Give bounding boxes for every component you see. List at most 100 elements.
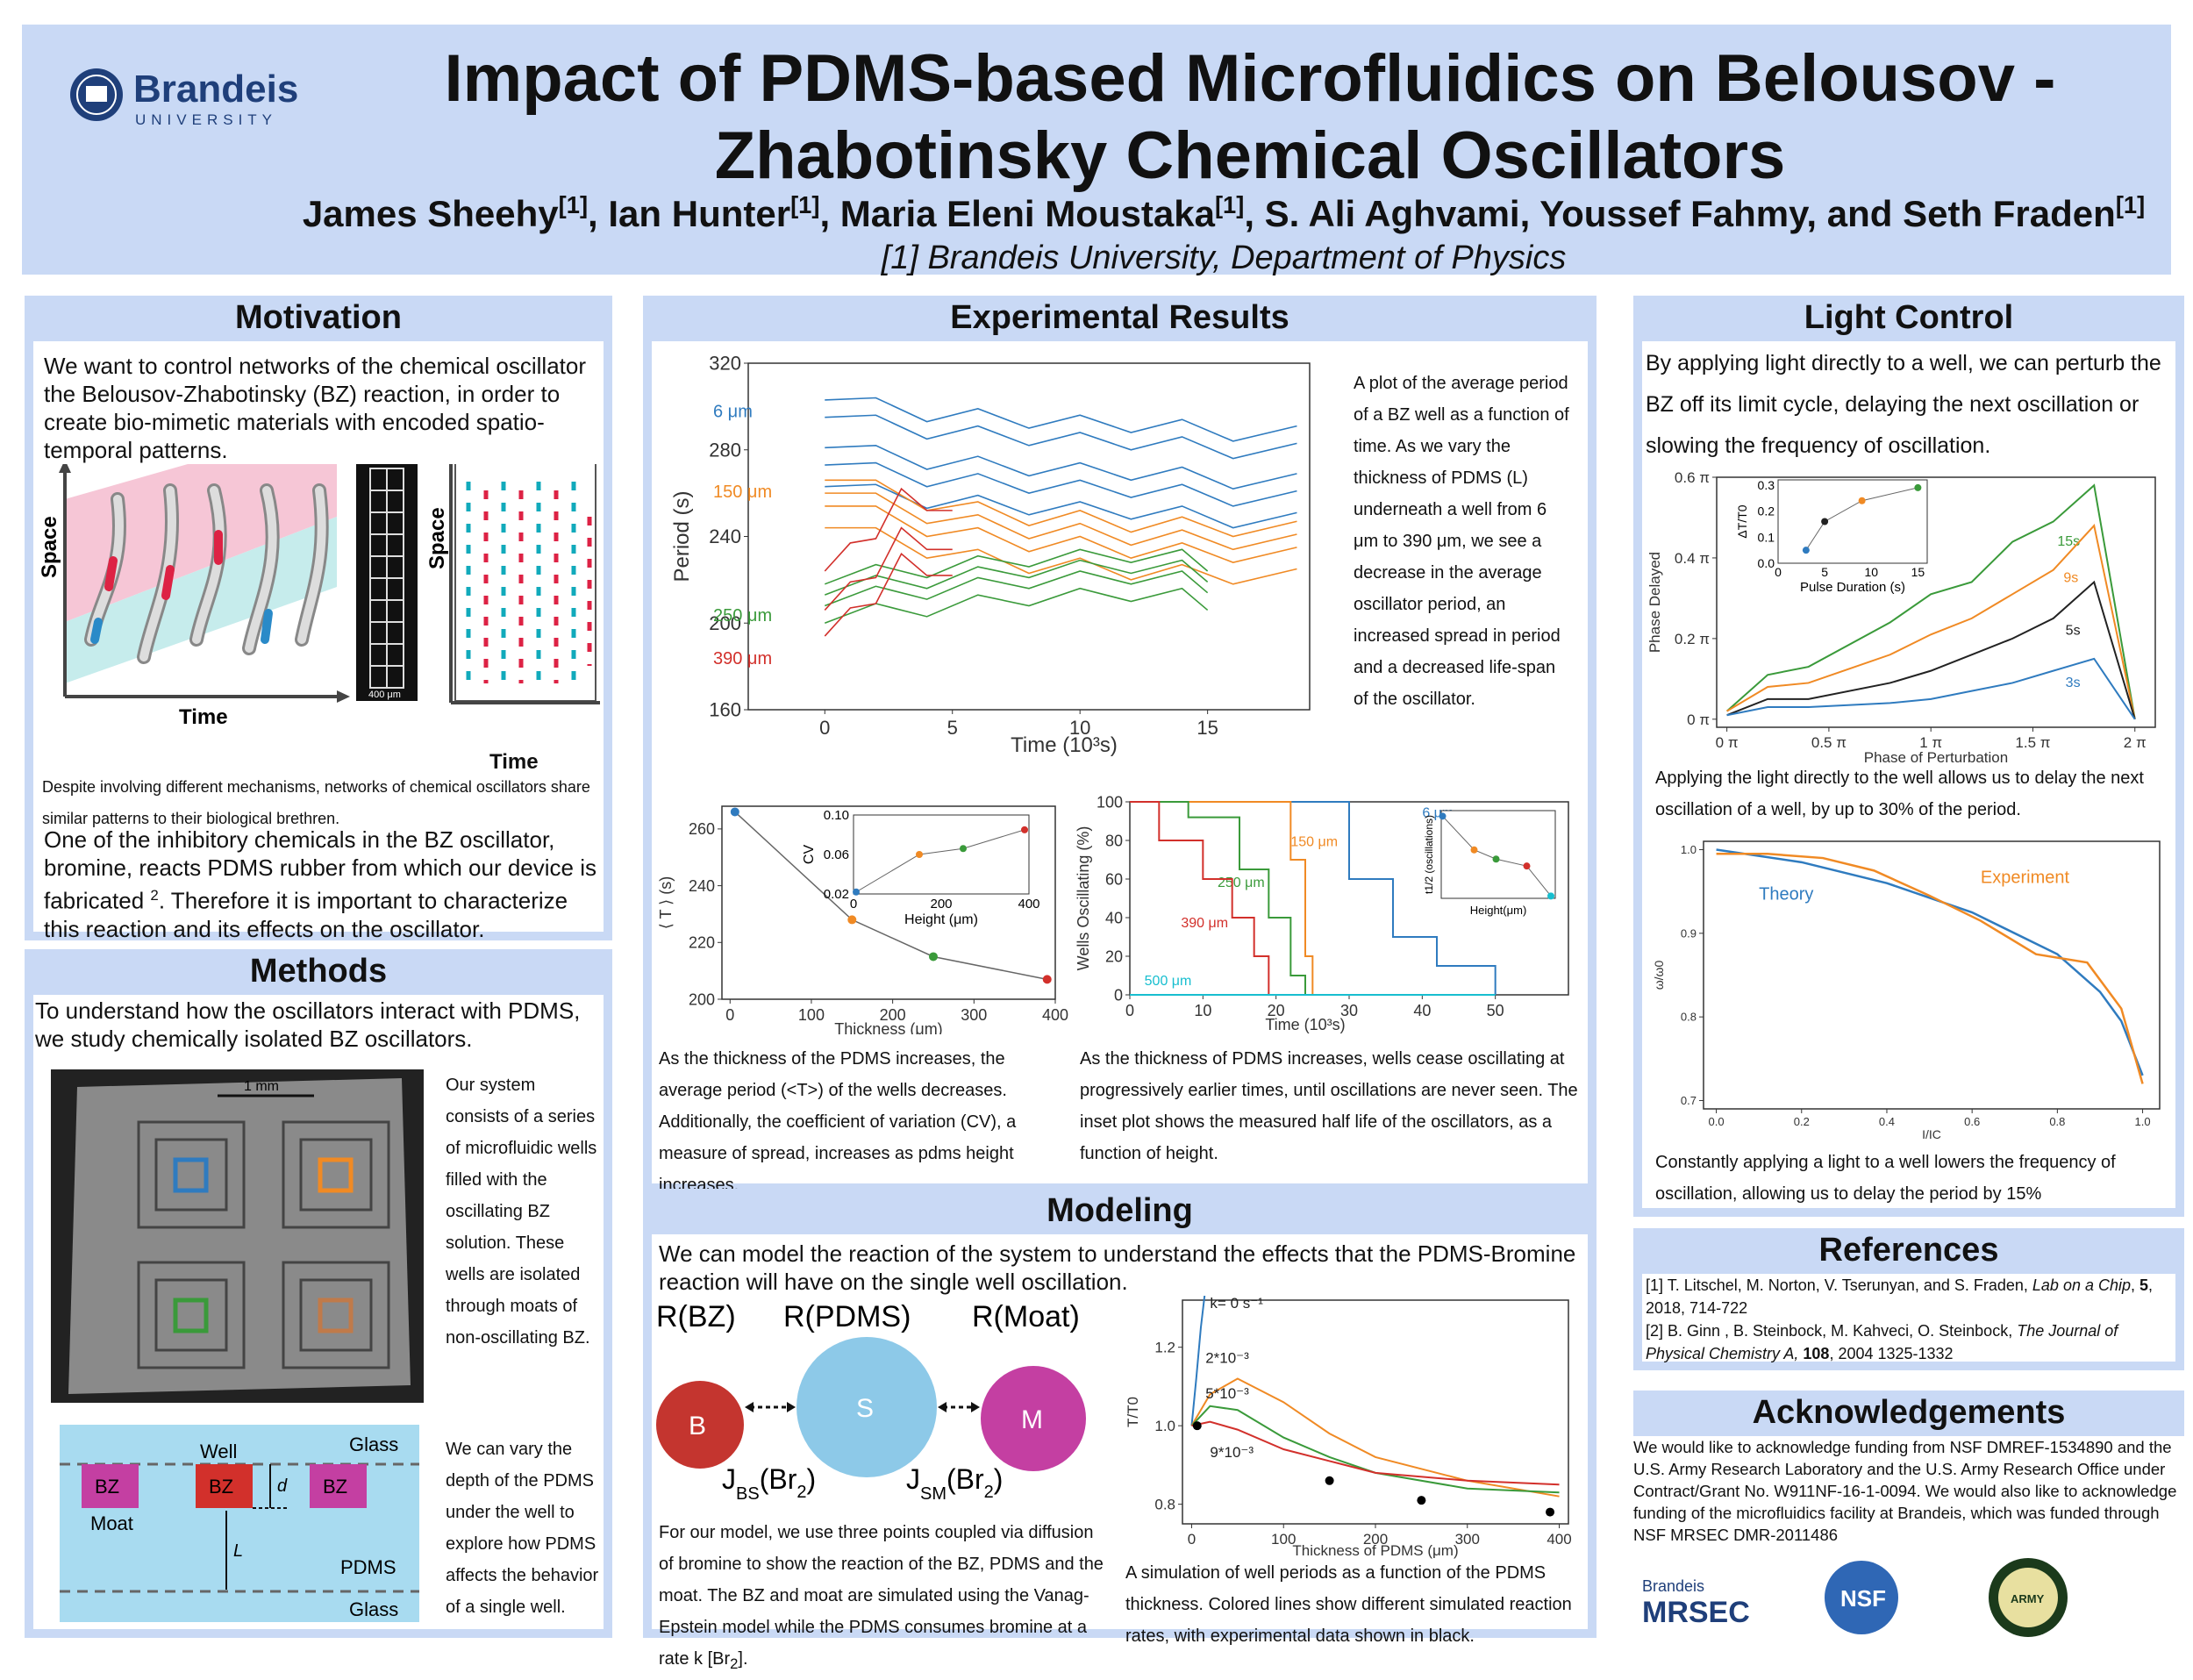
series-step-390 μm — [1130, 801, 1270, 995]
series-line-5*10⁻³ — [1190, 1405, 1560, 1494]
nsf-logo — [1825, 1561, 1898, 1634]
y-tick-label: 0.4 π — [1675, 550, 1710, 567]
bz-right: BZ — [323, 1476, 347, 1498]
x-tick-label: 400 — [1547, 1531, 1571, 1548]
army-label: ARMY — [2011, 1592, 2045, 1605]
legend-theory: Theory — [1759, 885, 1813, 904]
x-tick-label: 1.5 π — [2015, 734, 2050, 751]
y-tick-label: 240 — [709, 525, 741, 547]
results-description: A plot of the average period of a BZ wel… — [1354, 374, 1569, 709]
author-name: James Sheehy — [302, 193, 559, 234]
y-tick-label: 0.7 — [1681, 1094, 1697, 1107]
x-tick-label: 0 — [1188, 1531, 1196, 1548]
inset-point — [1821, 518, 1829, 525]
series-line-3s — [1726, 657, 2136, 720]
x-axis-label: Time (10³s) — [1265, 1016, 1345, 1033]
modeling-intro: We can model the reaction of the system … — [659, 1240, 1576, 1295]
motivation-body: One of the inhibitory chemicals in the B… — [44, 826, 605, 943]
y-tick-label: 200 — [689, 990, 715, 1008]
inset-point — [853, 888, 860, 896]
series-line-150 μm — [825, 492, 1297, 551]
x-tick-label: 0 — [819, 717, 830, 739]
x-tick-label: 1 π — [1919, 734, 1942, 751]
inset-ylabel: ΔT/T0 — [1735, 504, 1749, 538]
x-tick-label: 50 — [1487, 1002, 1504, 1019]
bz-left: BZ — [95, 1476, 119, 1498]
series-line-9s — [1726, 524, 2136, 720]
legend-label: 5s — [2066, 623, 2081, 638]
y-axis-label: Phase Delayed — [1647, 552, 1663, 653]
pattern-marks — [466, 482, 592, 683]
series-line-2*10⁻³ — [1190, 1377, 1560, 1498]
wells — [137, 1120, 390, 1369]
legend-label: 500 μm — [1145, 974, 1192, 989]
ack-panel: Acknowledgements We would like to acknow… — [1633, 1390, 2184, 1638]
series-step-250 μm — [1130, 801, 1306, 995]
node-b-label: B — [689, 1412, 706, 1441]
legend-label: k= 0 s⁻¹ — [1210, 1296, 1263, 1312]
x-tick-label: 200 — [880, 1006, 906, 1024]
r-moat: R(Moat) — [972, 1300, 1080, 1333]
series-line-150 μm — [825, 505, 1297, 563]
x-tick-label: 5 — [947, 717, 958, 739]
inset-point — [1492, 855, 1500, 863]
experiment-point — [1192, 1421, 1202, 1431]
body-text-end: . Therefore it is important to character… — [44, 887, 568, 942]
author-name: S. Ali Aghvami — [1264, 193, 1520, 234]
y-tick-label: 20 — [1105, 947, 1123, 965]
model-diagram: R(BZ) R(PDMS) R(Moat) B S M JBS(Br2) JSM… — [656, 1300, 1086, 1504]
j-sm: JSM(Br2) — [906, 1463, 1003, 1504]
r-pdms: R(PDMS) — [783, 1300, 911, 1333]
y-tick-label: 0.6 π — [1675, 469, 1710, 486]
space-label: Space — [39, 516, 61, 578]
node-s-label: S — [856, 1394, 874, 1423]
space-label-2: Space — [425, 507, 449, 569]
moat-label: Moat — [90, 1512, 133, 1534]
methods-text-1: Our system consists of a series of micro… — [446, 1076, 597, 1348]
y-tick-label: 1.0 — [1681, 843, 1697, 856]
series-line-6 μm — [825, 461, 1297, 507]
x-tick-label: 20 — [1268, 1002, 1285, 1019]
y-tick-label: 160 — [709, 699, 741, 721]
series-line-6 μm — [825, 397, 1297, 442]
series-line-5s — [1726, 580, 2136, 720]
d-label: d — [277, 1476, 288, 1496]
pattern-plot — [454, 464, 596, 702]
motivation-figure: Space Time 400 μm — [39, 464, 600, 727]
chart-phase-delay: 0 π 0.5 π 1 π 1.5 π 2 π 0 π 0.2 π 0.4 π 0.6 π Pha… — [1647, 469, 2156, 762]
inset-y-tick: 0.3 — [1758, 478, 1775, 492]
y-tick-label: 0 — [1114, 986, 1123, 1004]
inset-line — [1805, 487, 1918, 551]
inset-point — [960, 845, 967, 853]
y-tick-label: 200 — [709, 612, 741, 634]
legend-label: 250 μm — [1218, 876, 1265, 890]
x-tick-label: 0.0 — [1709, 1115, 1725, 1128]
mrsec-logo: MRSEC — [1642, 1596, 1750, 1629]
legend-label: 6 μm — [713, 403, 753, 422]
light-panel: Light Control By applying light directly… — [1633, 296, 2184, 1217]
chart-period-vs-time: 0 5 10 15 160 200 240 280 320 Time (10³s) Period (… — [670, 353, 1311, 757]
legend-label: 15s — [2057, 534, 2080, 549]
experiment-point — [1325, 1476, 1334, 1485]
legend-label: 390 μm — [713, 649, 772, 668]
x-tick-label: 10 — [1069, 717, 1090, 739]
inset-y-tick: 0.10 — [824, 808, 849, 823]
x-axis-label: I/IC — [1922, 1127, 1941, 1141]
series-line-250 μm — [824, 587, 1209, 624]
reference-1: [1] T. Litschel, M. Norton, V. Tserunyan… — [1646, 1276, 2154, 1317]
inset-x-tick: 200 — [930, 897, 952, 911]
legend-label: 150 μm — [1290, 835, 1338, 850]
motivation-caption: Despite involving different mechanisms, … — [42, 778, 590, 827]
x-tick-label: 0.8 — [2049, 1115, 2065, 1128]
chart-frequency: 0.0 0.2 0.4 0.6 0.8 1.0 0.7 0.8 0.9 1.0 I/IC ω/ω0 Th… — [1652, 840, 2161, 1141]
modeling-text: For our model, we use three points coupl… — [659, 1517, 1106, 1680]
legend-label: 150 μm — [713, 483, 772, 502]
x-axis-label: Phase of Perturbation — [1864, 749, 2008, 762]
model-sub: 2 — [730, 1655, 739, 1672]
results-caption-2: As the thickness of the PDMS increases, … — [659, 1049, 1017, 1195]
legend-label: 2*10⁻³ — [1205, 1350, 1249, 1367]
inset-line — [855, 829, 1025, 893]
series-line-9*10⁻³ — [1191, 1420, 1560, 1486]
y-tick-label: 0.8 — [1681, 1011, 1697, 1024]
series-line-6 μm — [825, 483, 1297, 529]
